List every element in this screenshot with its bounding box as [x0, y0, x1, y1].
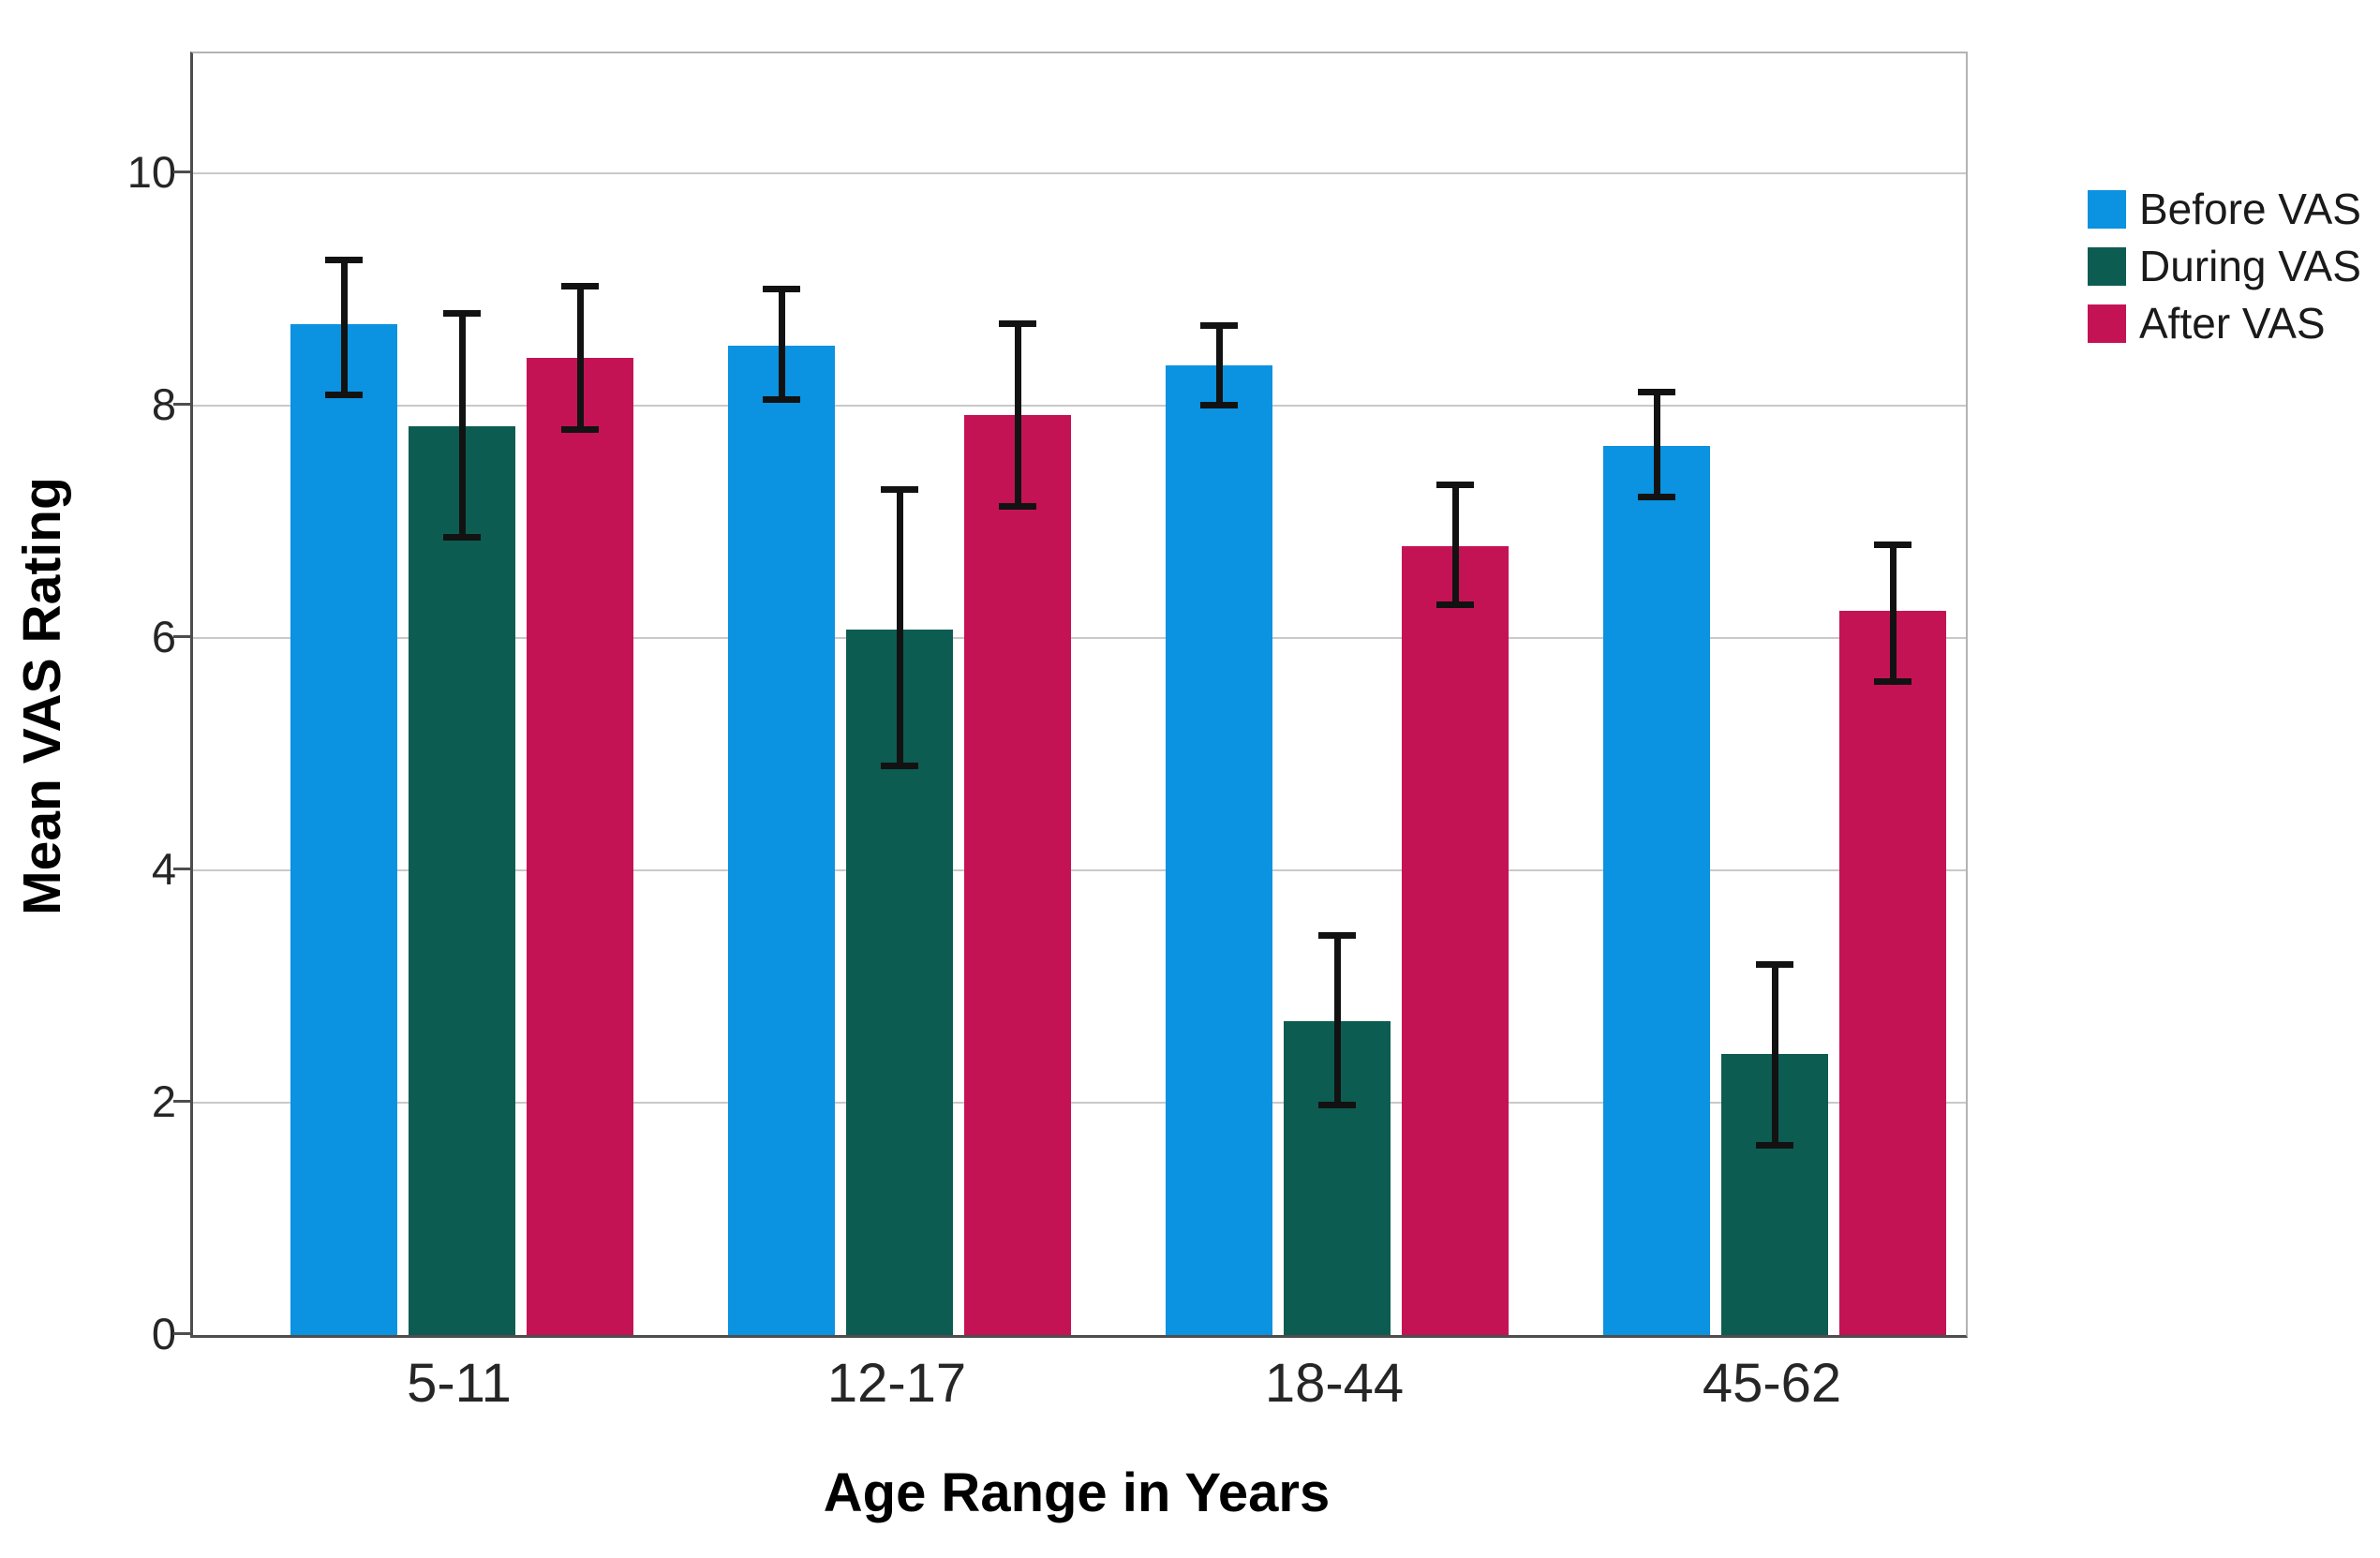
error-bar-cap	[1638, 389, 1675, 396]
y-axis-title: Mean VAS Rating	[12, 477, 72, 915]
error-bar	[1333, 935, 1341, 1105]
bar-after-vas-45-62	[1839, 611, 1946, 1335]
error-bar-cap	[999, 319, 1036, 327]
x-category-label-45-62: 45-62	[1702, 1353, 1842, 1414]
error-bar-cap	[881, 763, 918, 770]
error-bar	[1653, 392, 1660, 497]
gridline-10	[193, 172, 1966, 174]
error-bar-cap	[1318, 1102, 1356, 1109]
error-bar-cap	[763, 285, 800, 292]
error-bar	[1451, 484, 1459, 605]
error-bar-cap	[763, 395, 800, 403]
error-bar-cap	[999, 502, 1036, 510]
gridline-4	[193, 869, 1966, 871]
bar-after-vas-5-11	[527, 358, 633, 1335]
y-tick-label-0: 0	[151, 1309, 176, 1358]
error-bar	[576, 286, 584, 429]
error-bar-cap	[443, 309, 481, 317]
y-tick-label-6: 6	[151, 612, 176, 661]
y-tick-label-4: 4	[151, 844, 176, 894]
error-bar-cap	[1638, 493, 1675, 500]
gridline-8	[193, 405, 1966, 407]
legend: Before VAS During VAS After VAS	[2088, 187, 2361, 359]
y-tick-mark	[173, 403, 190, 406]
y-tick-label-8: 8	[151, 379, 176, 429]
error-bar	[1014, 322, 1021, 506]
error-bar-cap	[325, 256, 363, 263]
error-bar-cap	[325, 391, 363, 398]
error-bar-cap	[1200, 322, 1238, 330]
error-bar	[1771, 964, 1778, 1145]
legend-row-before-vas: Before VAS	[2088, 187, 2361, 230]
error-bar-cap	[1874, 677, 1911, 685]
x-category-label-18-44: 18-44	[1264, 1353, 1405, 1414]
gridline-2	[193, 1102, 1966, 1104]
y-tick-label-10: 10	[126, 147, 176, 197]
x-category-label-5-11: 5-11	[407, 1353, 512, 1414]
error-bar-cap	[1436, 601, 1474, 609]
error-bar-cap	[881, 486, 918, 494]
error-bar-cap	[1436, 482, 1474, 489]
error-bar	[340, 259, 348, 394]
x-category-label-12-17: 12-17	[826, 1353, 967, 1414]
error-bar-cap	[443, 534, 481, 542]
y-tick-mark	[173, 635, 190, 638]
legend-label: Before VAS	[2139, 185, 2361, 233]
bar-before-vas-18-44	[1166, 364, 1272, 1335]
y-tick-mark	[173, 868, 190, 870]
y-tick-mark	[173, 1332, 190, 1335]
error-bar-cap	[1756, 961, 1793, 969]
plot-area	[190, 52, 1968, 1338]
error-bar-cap	[1756, 1141, 1793, 1149]
y-tick-mark	[173, 1100, 190, 1103]
error-bar	[458, 312, 466, 538]
y-tick-mark	[173, 171, 190, 173]
legend-label: During VAS	[2139, 242, 2361, 290]
legend-row-after-vas: After VAS	[2088, 302, 2361, 345]
error-bar-cap	[1874, 541, 1911, 548]
x-axis-title: Age Range in Years	[823, 1462, 1331, 1523]
bar-before-vas-5-11	[290, 324, 397, 1335]
error-bar	[1889, 543, 1897, 681]
bar-after-vas-18-44	[1402, 546, 1509, 1335]
legend-label: After VAS	[2139, 299, 2326, 348]
bar-before-vas-45-62	[1603, 446, 1710, 1335]
y-tick-label-2: 2	[151, 1076, 176, 1126]
legend-swatch-icon	[2088, 189, 2126, 229]
error-bar	[896, 489, 903, 766]
bar-before-vas-12-17	[728, 345, 835, 1335]
bar-during-vas-5-11	[409, 426, 515, 1335]
bar-after-vas-12-17	[964, 414, 1071, 1335]
error-bar-cap	[1200, 401, 1238, 408]
error-bar	[778, 288, 785, 399]
error-bar-cap	[1318, 932, 1356, 940]
gridline-6	[193, 637, 1966, 639]
error-bar-cap	[561, 283, 599, 290]
legend-row-during-vas: During VAS	[2088, 245, 2361, 288]
legend-swatch-icon	[2088, 246, 2126, 286]
error-bar	[1215, 325, 1223, 405]
legend-swatch-icon	[2088, 304, 2126, 343]
error-bar-cap	[561, 425, 599, 433]
